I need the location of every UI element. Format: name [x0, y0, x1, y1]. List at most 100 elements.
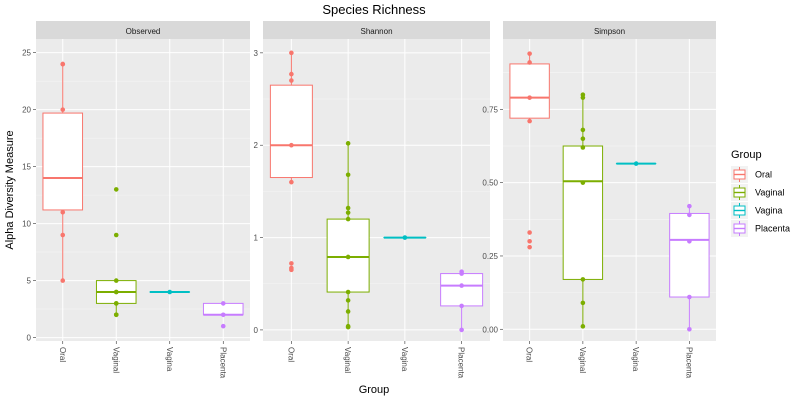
y-tick-label: 5: [27, 277, 32, 286]
x-tick-label: Vagina: [400, 347, 409, 372]
data-point: [580, 136, 586, 141]
y-tick-label: 20: [22, 106, 31, 115]
data-point: [220, 312, 226, 318]
strip-label: Shannon: [360, 27, 392, 36]
data-point: [580, 300, 586, 306]
x-tick-label: Oral: [58, 347, 67, 362]
x-tick-label: Placenta: [457, 347, 466, 379]
data-point: [345, 289, 351, 295]
y-tick-label: 0.50: [482, 179, 498, 188]
data-point: [459, 303, 464, 309]
box-vaginal: [562, 92, 604, 329]
panel-observed: Observed 0 5 10 15 20 25 Oral Vaginal Vagina Place…: [22, 21, 250, 379]
x-tick-label: Oral: [525, 347, 534, 362]
box-iqr: [42, 112, 84, 211]
box-placenta: [440, 269, 484, 333]
data-point: [113, 187, 119, 192]
data-point: [527, 60, 532, 65]
strip-label: Observed: [126, 27, 161, 36]
legend-item-label: Vaginal: [755, 188, 784, 198]
legend-item-vagina: Vagina: [731, 202, 782, 219]
data-point: [580, 324, 586, 329]
data-point: [345, 210, 351, 215]
y-tick-label: 3: [254, 49, 259, 58]
legend-item-placenta: Placenta: [731, 220, 790, 237]
data-point: [220, 301, 226, 306]
data-point: [580, 277, 586, 282]
x-tick-label: Oral: [286, 347, 295, 362]
strip-background: [503, 21, 716, 39]
data-point: [580, 95, 586, 100]
data-point: [527, 51, 532, 56]
data-point: [345, 216, 351, 222]
data-point: [633, 161, 639, 166]
y-tick-label: 0.25: [482, 252, 498, 261]
data-point: [289, 142, 294, 148]
data-point: [289, 71, 294, 77]
legend-title: Group: [731, 149, 762, 161]
data-point: [60, 61, 66, 67]
x-tick-label: Vaginal: [111, 347, 120, 373]
data-point: [289, 261, 294, 266]
box-vaginal: [326, 141, 370, 330]
data-point: [580, 127, 586, 133]
box-vaginal: [95, 187, 137, 318]
box-vagina: [149, 289, 191, 295]
box-iqr: [669, 212, 710, 298]
y-axis-title: Alpha Diversity Measure: [4, 130, 16, 249]
data-point: [113, 232, 119, 238]
data-point: [580, 145, 586, 150]
data-point: [60, 278, 66, 283]
data-point: [289, 179, 294, 185]
data-point: [345, 205, 351, 211]
box-oral: [42, 61, 84, 283]
data-point: [289, 267, 294, 273]
data-point: [527, 118, 532, 124]
data-point: [345, 254, 351, 260]
box-iqr: [562, 145, 604, 280]
data-point: [60, 209, 66, 215]
data-point: [687, 203, 692, 209]
data-point: [459, 327, 464, 333]
legend-item-oral: Oral: [731, 166, 772, 183]
data-point: [527, 244, 532, 250]
data-point: [687, 326, 692, 332]
data-point: [580, 180, 586, 185]
x-tick-label: Vagina: [631, 347, 640, 372]
y-tick-label: 25: [22, 49, 31, 58]
data-point: [113, 301, 119, 306]
data-point: [687, 239, 692, 244]
x-tick-label: Placenta: [684, 347, 693, 379]
y-tick-label: 0.75: [482, 105, 498, 114]
data-point: [459, 283, 464, 288]
chart-title: Species Richness: [322, 2, 426, 17]
data-point: [687, 212, 692, 218]
data-point: [113, 312, 119, 318]
data-point: [527, 95, 532, 100]
box-vagina: [383, 235, 427, 240]
data-point: [113, 278, 119, 283]
box-iqr: [440, 273, 484, 307]
y-tick-label: 15: [22, 163, 31, 172]
box-vagina: [615, 161, 657, 166]
data-point: [345, 309, 351, 314]
x-axis-title: Group: [359, 384, 390, 396]
panel-shannon: Shannon 0 1 2 3 Oral Vaginal Vagina Placenta: [254, 21, 490, 379]
y-tick-label: 2: [254, 141, 259, 150]
box-iqr: [269, 84, 313, 179]
data-point: [345, 298, 351, 303]
strip-label: Simpson: [594, 27, 625, 36]
y-tick-label: 10: [22, 220, 31, 229]
legend-item-label: Oral: [755, 170, 772, 180]
data-point: [345, 172, 351, 178]
box-placenta: [669, 203, 710, 332]
y-tick-label: 0: [27, 334, 32, 343]
y-tick-label: 0.00: [482, 325, 498, 334]
data-point: [113, 289, 119, 295]
data-point: [527, 230, 532, 235]
data-point: [60, 232, 66, 238]
facet-panels: Observed 0 5 10 15 20 25 Oral Vaginal Vagina Place…: [22, 21, 716, 379]
legend-item-label: Placenta: [755, 224, 790, 234]
legend-item-vaginal: Vaginal: [731, 184, 784, 201]
